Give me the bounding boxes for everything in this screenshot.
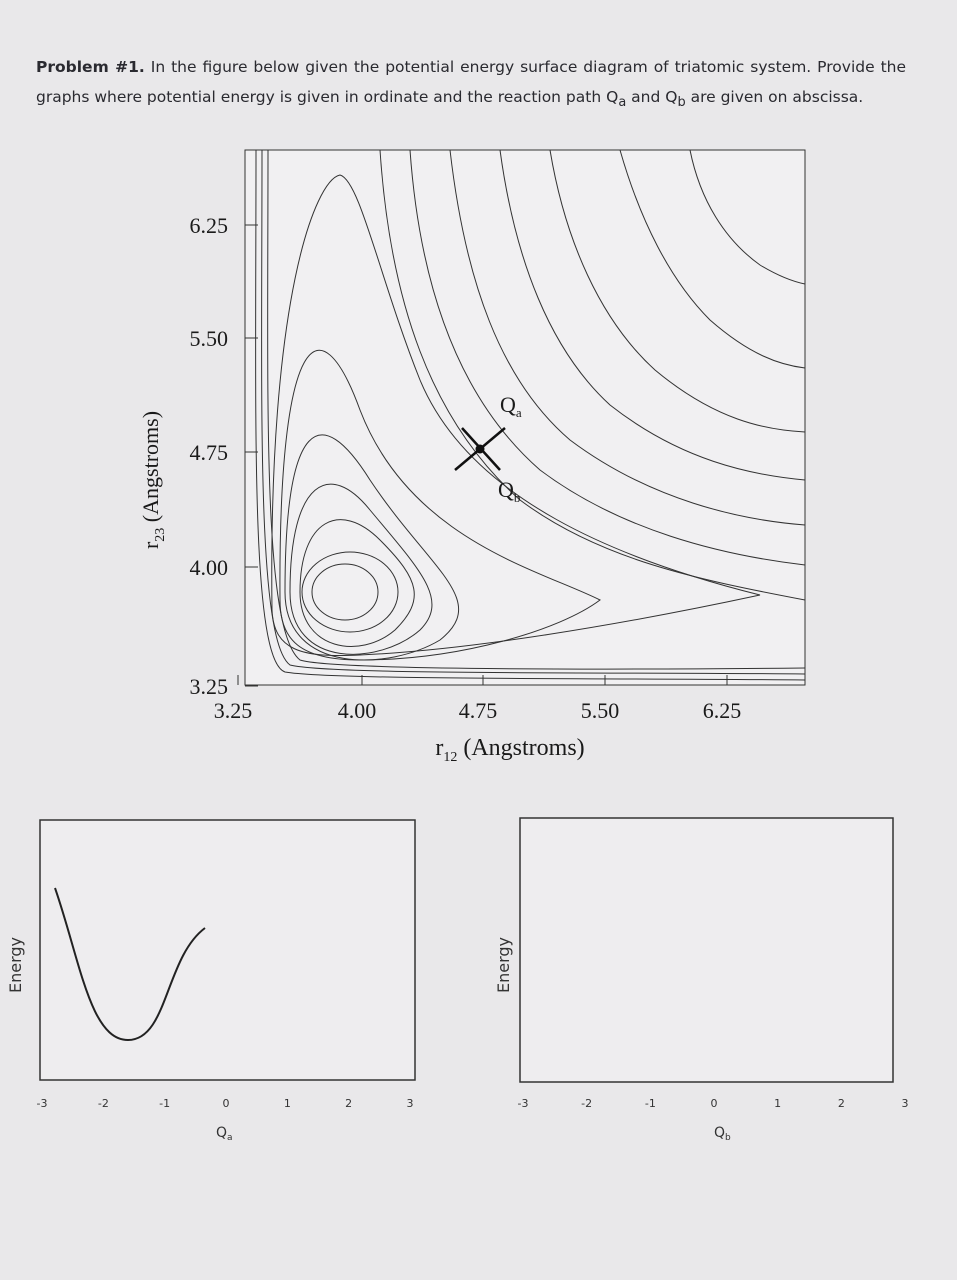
axis-symbol: r [435, 735, 443, 761]
problem-text: are given on abscissa. [685, 88, 864, 106]
x-tick-label: 2 [838, 1097, 845, 1110]
axis-subscript: 23 [153, 528, 168, 542]
contour-lines [255, 149, 806, 681]
x-tick-label: 1 [284, 1097, 291, 1110]
q-subscript: a [516, 405, 522, 420]
answer-graph [519, 817, 894, 1083]
q-b-label: Qb [498, 477, 520, 505]
problem-text: In the figure below given the potential … [36, 58, 907, 106]
y-axis-label: r23 (Angstroms) [138, 411, 168, 549]
axis-symbol: r [138, 541, 163, 549]
q-subscript: b [677, 95, 686, 111]
problem-statement: Problem #1. In the figure below given th… [36, 52, 906, 118]
x-tick-label: 4.75 [459, 698, 498, 723]
axis-unit: (Angstroms) [138, 411, 163, 528]
contour-plot: Qa Qb 6.25 5.50 4.75 4.00 3.25 3.25 4.00 4.75 5… [138, 149, 806, 765]
x-tick-label: 0 [711, 1097, 718, 1110]
x-tick-label: 6.25 [703, 698, 742, 723]
y-tick-label: 4.75 [190, 440, 229, 465]
q-subscript: a [227, 1133, 233, 1143]
q-symbol: Q [216, 1125, 227, 1141]
q-symbol: Q [665, 88, 678, 106]
q-a-label: Qa [500, 392, 522, 420]
axis-unit: (Angstroms) [457, 735, 584, 761]
q-symbol: Q [606, 88, 619, 106]
y-tick-label: 4.00 [190, 555, 229, 580]
y-axis-label: Energy [6, 937, 25, 993]
q-subscript: b [725, 1133, 731, 1143]
x-tick-label: 3 [407, 1097, 414, 1110]
x-tick-label: -2 [581, 1097, 592, 1110]
x-tick-label: -3 [37, 1097, 48, 1110]
x-tick-label: -3 [518, 1097, 529, 1110]
q-symbol: Q [714, 1125, 725, 1141]
y-tick-label: 6.25 [190, 213, 229, 238]
x-axis-label: Qa [216, 1125, 233, 1143]
problem-label: Problem #1. [36, 58, 145, 76]
x-tick-label: 3.25 [214, 698, 253, 723]
x-tick-label: 5.50 [581, 698, 620, 723]
y-tick-label: 5.50 [190, 326, 229, 351]
q-symbol: Q [498, 477, 514, 502]
q-subscript: b [514, 490, 521, 505]
saddle-point-marker [454, 427, 506, 471]
x-tick-label: 3 [902, 1097, 909, 1110]
x-tick-label: 1 [774, 1097, 781, 1110]
x-tick-label: -1 [645, 1097, 656, 1110]
y-tick-label: 3.25 [190, 674, 229, 699]
answer-graph [39, 819, 416, 1081]
q-symbol: Q [500, 392, 516, 417]
graph-frame [39, 819, 416, 1081]
plot-frame [244, 149, 806, 686]
x-tick-label: 4.00 [338, 698, 377, 723]
graph-frame [519, 817, 894, 1083]
x-axis-label: r12 (Angstroms) [435, 735, 584, 765]
problem-text: and [626, 88, 666, 106]
x-axis-label: Qb [714, 1125, 731, 1143]
q-subscript: a [618, 95, 627, 111]
x-tick-label: 0 [223, 1097, 230, 1110]
x-tick-label: -2 [98, 1097, 109, 1110]
x-tick-label: -1 [159, 1097, 170, 1110]
x-tick-label: 2 [345, 1097, 352, 1110]
y-axis-label: Energy [494, 937, 513, 993]
axis-subscript: 12 [443, 750, 457, 765]
hand-drawn-curve [54, 887, 206, 1042]
